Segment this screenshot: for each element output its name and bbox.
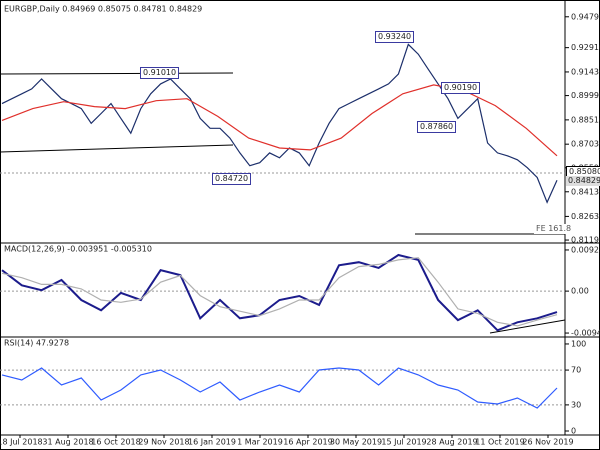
y-tick-label: 0.00 <box>571 287 589 296</box>
annotation: FE 161.8 <box>534 224 574 234</box>
x-tick-label: 28 Aug 2019 <box>426 438 477 447</box>
x-tick-label: 16 Apr 2019 <box>283 438 332 447</box>
y-tick-label: 30 <box>571 400 581 409</box>
x-tick-label: 16 Oct 2018 <box>91 438 140 447</box>
y-tick-label: 0.009237 <box>571 245 600 254</box>
x-tick-label: 29 Nov 2018 <box>138 438 189 447</box>
annotation: 0.84720 <box>212 173 252 185</box>
x-tick-label: 11 Oct 2019 <box>475 438 524 447</box>
trend-line <box>0 72 234 75</box>
x-tick-label: 18 Jul 2018 <box>0 438 43 447</box>
price-label: 0.84829 <box>566 176 600 186</box>
macd-trend-line <box>489 319 566 334</box>
series-line <box>1 257 558 327</box>
series-line <box>1 43 558 204</box>
annotation: 0.90190 <box>441 82 481 94</box>
y-tick-label: 100 <box>571 339 586 348</box>
x-tick-label: 16 Jan 2019 <box>188 438 236 447</box>
panel-title: RSI(14) 47.9278 <box>4 339 69 348</box>
annotation: 0.87860 <box>417 121 457 133</box>
x-tick-label: 30 May 2019 <box>330 438 382 447</box>
x-tick-label: 26 Nov 2019 <box>522 438 573 447</box>
annotation: 0.91010 <box>140 67 180 79</box>
panel-title: EURGBP,Daily 0.84969 0.85075 0.84781 0.8… <box>4 5 202 14</box>
annotation: 0.93240 <box>375 31 415 43</box>
series-line <box>1 253 558 332</box>
y-tick-label: -0.009413 <box>571 329 600 338</box>
series-line <box>1 367 558 409</box>
y-tick-label: 0 <box>571 426 576 435</box>
x-tick-label: 1 Mar 2019 <box>237 438 283 447</box>
x-tick-label: 31 Aug 2018 <box>42 438 93 447</box>
trend-line <box>0 144 234 153</box>
panel-title: MACD(12,26,9) -0.003951 -0.005310 <box>4 245 152 254</box>
series-line <box>1 84 558 157</box>
y-tick-label: 70 <box>571 366 581 375</box>
x-tick-label: 15 Jul 2019 <box>381 438 426 447</box>
y-tick-label: 0.81190 <box>571 236 600 245</box>
